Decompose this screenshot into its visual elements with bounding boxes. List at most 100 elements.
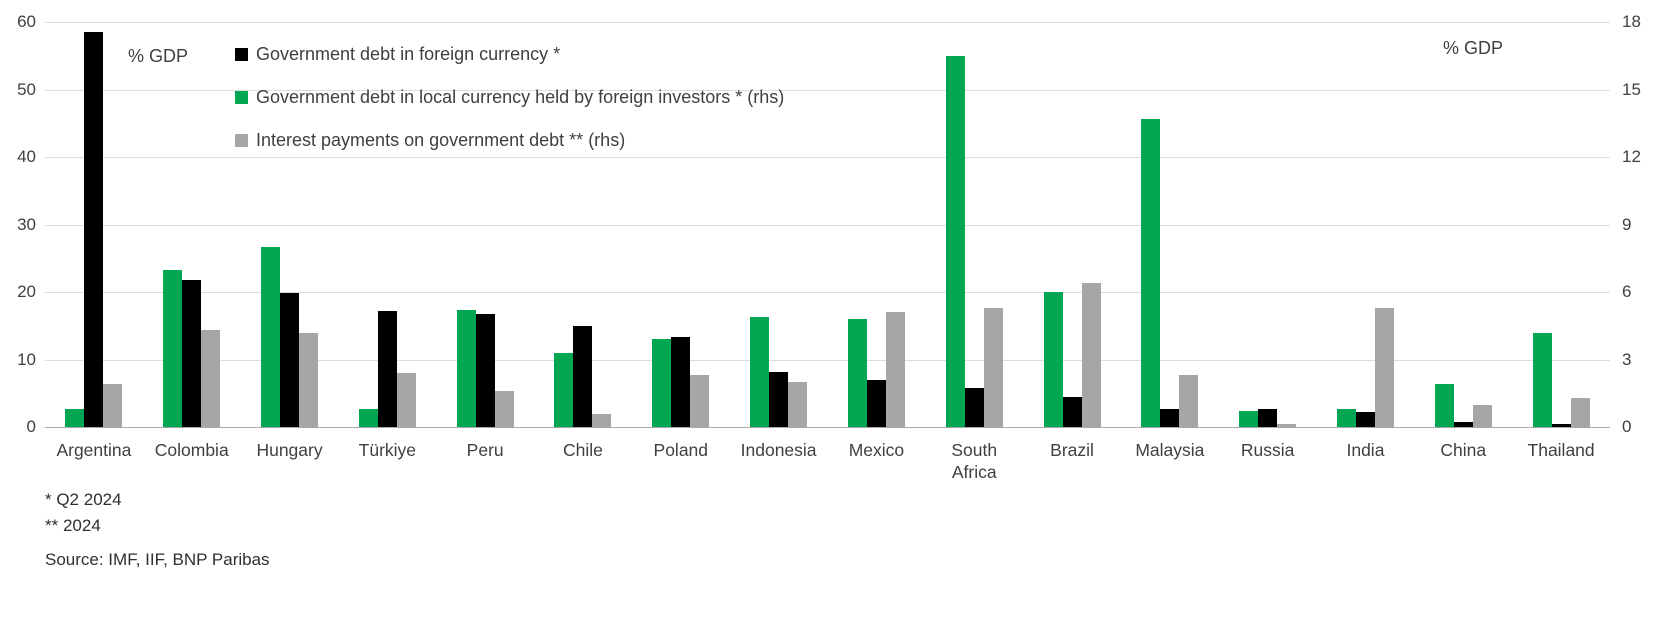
bar <box>847 319 867 427</box>
bar-group <box>828 22 926 427</box>
bar <box>65 409 85 427</box>
x-axis-label: China <box>1414 440 1512 484</box>
y-axis-tick-right: 3 <box>1622 349 1632 369</box>
legend-label: Interest payments on government debt ** … <box>256 130 626 150</box>
bar <box>280 293 300 427</box>
bar-group <box>1414 22 1512 427</box>
bar <box>983 307 1003 427</box>
x-axis-label: Hungary <box>241 440 339 484</box>
x-axis-label: Malaysia <box>1121 440 1219 484</box>
x-axis-label-text: India <box>1346 440 1385 460</box>
bar <box>358 409 378 427</box>
bar <box>1277 423 1297 427</box>
y-axis-tick-left: 10 <box>17 349 36 369</box>
legend-swatch <box>235 48 248 61</box>
bar <box>1179 375 1199 427</box>
bar <box>1551 424 1571 427</box>
gridline <box>45 224 1610 226</box>
bar <box>1570 397 1590 427</box>
bar <box>182 279 202 427</box>
x-axis-label: Peru <box>436 440 534 484</box>
legend: Government debt in foreign currency * Gov… <box>235 44 784 151</box>
x-axis-label-text: Türkiye <box>358 440 417 460</box>
bar-group <box>338 22 436 427</box>
bar <box>201 330 221 427</box>
x-axis-label-text: Mexico <box>848 440 905 460</box>
bar <box>788 382 808 427</box>
bar <box>84 32 104 427</box>
x-axis-labels: Argentina Colombia Hungary Türkiye Peru Chile… <box>45 440 1610 484</box>
bar-group <box>1317 22 1415 427</box>
bar <box>769 371 789 427</box>
bar-group <box>45 22 143 427</box>
bar <box>396 373 416 427</box>
bar <box>652 339 672 427</box>
y-axis-tick-right: 0 <box>1622 417 1632 436</box>
x-axis-label: Brazil <box>1023 440 1121 484</box>
gridline <box>45 359 1610 361</box>
x-axis-label-text: Poland <box>653 440 709 460</box>
bar <box>592 413 612 427</box>
x-axis-label: Chile <box>534 440 632 484</box>
legend-item: Interest payments on government debt ** … <box>235 130 784 151</box>
x-axis-label: South Africa <box>925 440 1023 484</box>
x-axis-label-text: Colombia <box>154 440 229 460</box>
bar-group <box>436 22 534 427</box>
legend-label: Government debt in foreign currency * <box>256 44 561 64</box>
bar <box>750 316 770 427</box>
bar <box>1472 404 1492 427</box>
x-axis-label-text: Argentina <box>56 440 132 460</box>
x-axis-label-text: South Africa <box>951 440 998 482</box>
y-axis-tick-left: 30 <box>17 214 36 234</box>
x-axis-label-text: Russia <box>1240 440 1295 460</box>
left-axis-unit-label: % GDP <box>128 46 189 66</box>
x-axis-label-text: Malaysia <box>1135 440 1205 460</box>
legend-item: Government debt in local currency held b… <box>235 87 784 108</box>
bar <box>1355 412 1375 427</box>
x-axis-label: Colombia <box>143 440 241 484</box>
bar <box>554 352 574 427</box>
bar <box>1081 283 1101 427</box>
x-axis-label: Poland <box>632 440 730 484</box>
gridline <box>45 22 1610 23</box>
y-axis-tick-left: 50 <box>17 79 36 99</box>
right-axis-unit-label: % GDP <box>1443 38 1504 58</box>
bar <box>1336 409 1356 427</box>
bar <box>573 325 593 427</box>
bar <box>494 391 514 427</box>
bar <box>1160 408 1180 427</box>
bar-group <box>241 22 339 427</box>
source-note: Source: IMF, IIF, BNP Paribas <box>45 550 270 569</box>
bar <box>299 332 319 427</box>
bar <box>1453 421 1473 427</box>
y-axis-tick-left: 20 <box>17 282 36 301</box>
x-axis-label-text: Chile <box>563 440 603 460</box>
y-axis-tick-left: 40 <box>17 147 36 166</box>
bar <box>945 55 965 427</box>
footnote-line: ** 2024 <box>45 516 101 535</box>
y-axis-tick-right: 18 <box>1622 12 1641 31</box>
bar <box>885 312 905 427</box>
x-axis-label-text: Peru <box>466 440 504 460</box>
bar <box>1141 118 1161 427</box>
bar <box>456 310 476 427</box>
bar-group <box>534 22 632 427</box>
bar <box>163 269 183 427</box>
bar-group <box>143 22 241 427</box>
bar <box>671 336 691 427</box>
gridline <box>45 292 1610 293</box>
bar <box>1434 384 1454 427</box>
x-axis-label: Indonesia <box>730 440 828 484</box>
plot-area <box>45 22 1610 428</box>
legend-swatch <box>235 91 248 104</box>
bar-group <box>1219 22 1317 427</box>
bar-groups <box>45 22 1610 427</box>
y-axis-tick-left: 60 <box>17 12 36 31</box>
y-axis-tick-right: 12 <box>1622 147 1641 166</box>
footnotes: * Q2 2024 ** 2024 <box>45 487 122 539</box>
bar <box>261 247 281 427</box>
x-axis-label: Russia <box>1219 440 1317 484</box>
bar <box>866 379 886 427</box>
gridline <box>45 157 1610 158</box>
